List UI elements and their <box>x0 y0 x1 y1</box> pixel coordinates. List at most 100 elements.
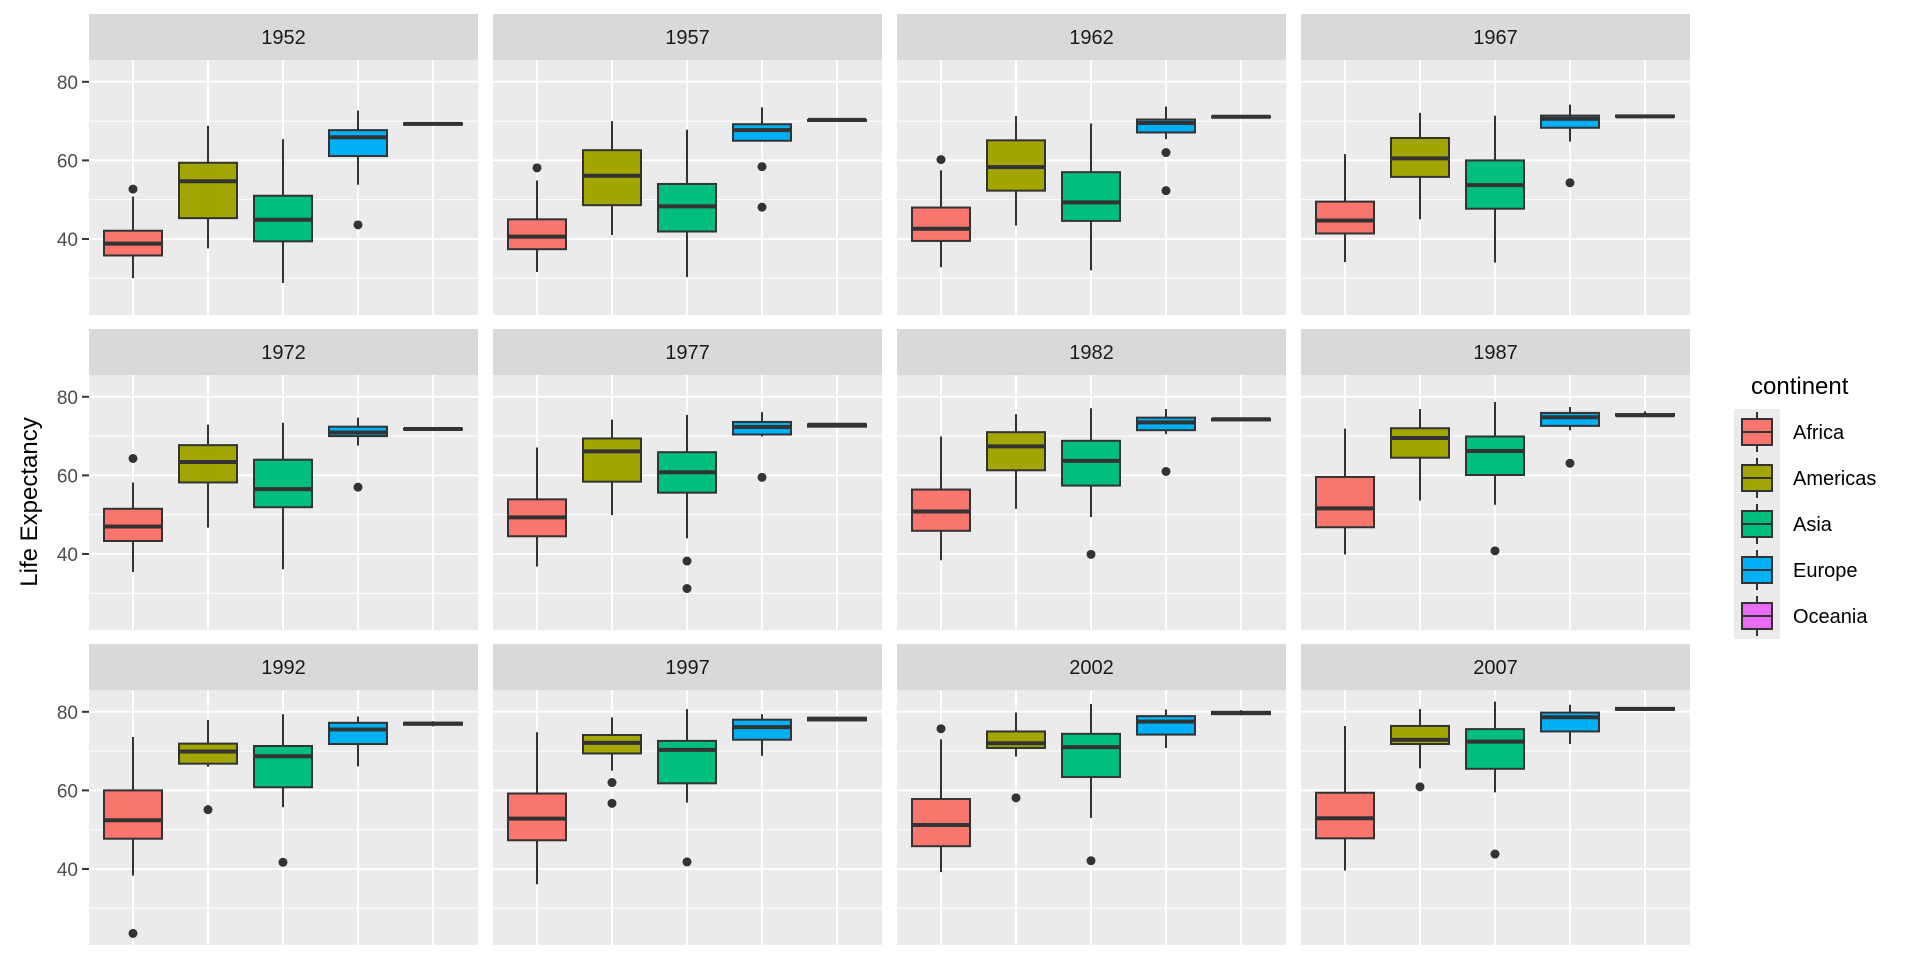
facet-strip-label: 2007 <box>1473 657 1518 679</box>
box-iqr <box>1315 200 1375 235</box>
box-iqr <box>986 431 1046 472</box>
box-asia <box>253 139 313 283</box>
facet-strip-label: 1967 <box>1473 27 1518 49</box>
outlier-point <box>353 220 363 230</box>
facet-panel-2007: 2007 <box>1301 644 1690 945</box>
legend-title: continent <box>1751 373 1849 400</box>
box-iqr <box>911 798 971 848</box>
legend-label: Asia <box>1793 514 1833 536</box>
y-tick-label: 40 <box>57 860 78 881</box>
box-europe <box>1540 104 1600 188</box>
box-iqr <box>1136 715 1196 736</box>
legend-item-europe: Europe <box>1741 550 1858 590</box>
facet-strip-label: 1987 <box>1473 342 1518 364</box>
outlier-point <box>1161 186 1171 196</box>
box-asia <box>1465 115 1525 263</box>
facet-strip-label: 1977 <box>665 342 710 364</box>
y-tick-label: 60 <box>57 151 78 172</box>
box-europe <box>1136 408 1196 476</box>
legend-label: Oceania <box>1793 606 1868 628</box>
box-iqr <box>1315 475 1375 529</box>
facet-strip <box>89 329 478 375</box>
box-iqr <box>1540 411 1600 427</box>
box-iqr <box>328 721 388 746</box>
y-tick-label: 40 <box>57 545 78 566</box>
box-iqr <box>253 458 313 509</box>
box-africa <box>1315 725 1375 871</box>
outlier-point <box>1565 178 1575 188</box>
box-europe <box>732 107 792 212</box>
outlier-point <box>757 202 767 212</box>
box-asia <box>1465 701 1525 859</box>
legend: continent Africa Americas Asia Europe Oceani… <box>1734 373 1876 639</box>
outlier-point <box>278 857 288 867</box>
box-americas <box>178 720 238 815</box>
box-africa <box>1315 428 1375 555</box>
box-europe <box>1136 709 1196 748</box>
facet-strip-label: 1972 <box>261 342 306 364</box>
box-iqr <box>178 161 238 220</box>
box-oceania <box>1211 417 1271 422</box>
box-iqr <box>253 744 313 789</box>
outlier-point <box>1490 849 1500 859</box>
facet-panel-1987: 1987 <box>1301 329 1690 630</box>
outlier-point <box>128 453 138 463</box>
outlier-point <box>1490 546 1500 556</box>
box-asia <box>1061 408 1121 559</box>
outlier-point <box>607 778 617 788</box>
box-iqr <box>732 123 792 142</box>
y-tick-label: 60 <box>57 466 78 487</box>
outlier-point <box>757 472 767 482</box>
facet-panel-1977: 1977 <box>493 329 882 630</box>
outlier-point <box>936 724 946 734</box>
facet-panel-1967: 1967 <box>1301 14 1690 315</box>
box-europe <box>328 417 388 492</box>
box-oceania <box>807 117 867 122</box>
facet-panel-1957: 1957 <box>493 14 882 315</box>
box-iqr <box>911 206 971 242</box>
box-iqr <box>178 742 238 765</box>
outlier-point <box>1161 466 1171 476</box>
facet-strip <box>493 644 882 690</box>
box-oceania <box>403 427 463 432</box>
box-americas <box>178 125 238 249</box>
facet-strip <box>897 644 1286 690</box>
box-asia <box>657 414 717 594</box>
facet-strip <box>493 329 882 375</box>
box-americas <box>986 115 1046 226</box>
box-africa <box>103 184 163 279</box>
legend-item-africa: Africa <box>1741 412 1845 452</box>
outlier-point <box>1161 148 1171 158</box>
outlier-point <box>682 857 692 867</box>
box-americas <box>1390 112 1450 220</box>
box-iqr <box>1315 791 1375 840</box>
box-africa <box>911 724 971 873</box>
legend-item-oceania: Oceania <box>1741 596 1868 636</box>
facet-strip <box>897 14 1286 60</box>
box-oceania <box>403 721 463 727</box>
facet-panel-1992: 1992 40 60 80 <box>57 644 478 945</box>
box-africa <box>103 736 163 938</box>
facet-panel-2002: 2002 <box>897 644 1286 945</box>
facet-panel-1962: 1962 <box>897 14 1286 315</box>
facet-panels: 1952 40 60 80 1957 1962 1967 1972 40 60 80 1977 1982… <box>57 14 1690 945</box>
box-oceania <box>403 121 463 126</box>
facet-strip-label: 1992 <box>261 657 306 679</box>
outlier-point <box>1086 549 1096 559</box>
facet-panel-1982: 1982 <box>897 329 1286 630</box>
facet-panel-1952: 1952 40 60 80 <box>57 14 478 315</box>
facet-strip <box>1301 329 1690 375</box>
box-iqr <box>103 789 163 840</box>
box-africa <box>911 436 971 561</box>
box-europe <box>732 714 792 756</box>
box-europe <box>1136 106 1196 196</box>
y-tick-label: 80 <box>57 73 78 94</box>
box-americas <box>1390 709 1450 792</box>
facet-strip-label: 1997 <box>665 657 710 679</box>
box-iqr <box>582 437 642 483</box>
y-tick-label: 40 <box>57 230 78 251</box>
facet-strip <box>1301 644 1690 690</box>
outlier-point <box>1565 458 1575 468</box>
box-oceania <box>807 422 867 428</box>
